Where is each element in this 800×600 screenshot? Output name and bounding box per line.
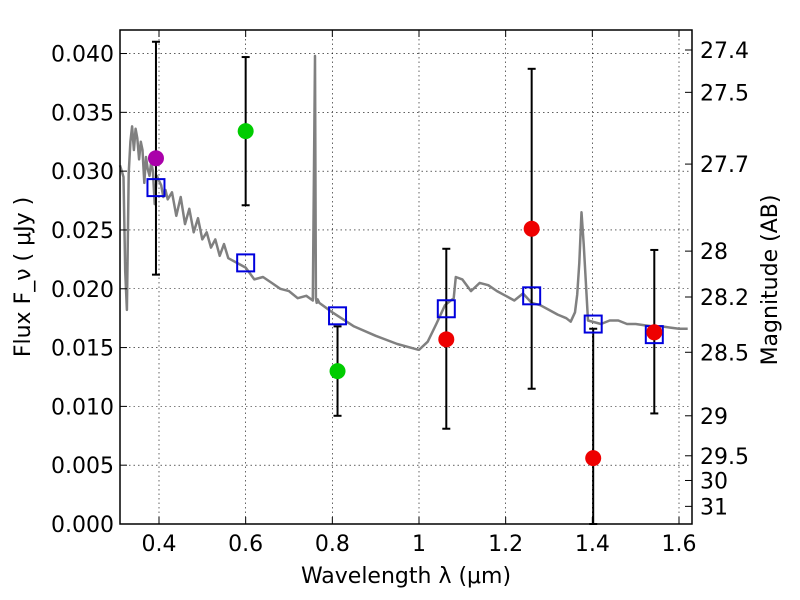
x-tick-label: 0.6 [228, 532, 263, 557]
observed-flux-marker [237, 123, 254, 140]
x-tick-label: 1.6 [662, 532, 697, 557]
right-tick-label: 27.4 [700, 39, 749, 64]
y-axis-title: Flux F_ν ( μJy ) [11, 197, 36, 357]
y-tick-label: 0.020 [51, 278, 114, 303]
x-tick-label: 0.8 [315, 532, 350, 557]
plot-frame [119, 29, 693, 525]
observed-flux-marker [438, 331, 455, 348]
y-tick-label: 0.000 [51, 513, 114, 538]
error-bars [151, 40, 659, 525]
right-tick-label: 28.2 [700, 286, 749, 311]
observed-flux-marker [147, 150, 164, 167]
right-tick-label: 30 [700, 469, 728, 494]
x-axis-title: Wavelength λ (μm) [301, 564, 511, 589]
model-photometry-marker [328, 306, 348, 326]
right-tick-label: 27.5 [700, 81, 749, 106]
y-tick-label: 0.005 [51, 454, 114, 479]
right-tick-label: 29 [700, 405, 728, 430]
observed-flux-marker [329, 363, 346, 380]
model-photometry-marker [436, 299, 456, 319]
observed-flux-marker [585, 450, 602, 467]
tick-labels: 0.4 0.6 0.8 1 1.2 1.4 1.6 0.000 0.005 0.010 0.015 0… [51, 39, 749, 557]
observed-flux-marker [523, 220, 540, 237]
right-tick-label: 28.5 [700, 341, 749, 366]
y-tick-label: 0.025 [51, 219, 114, 244]
right-axis-title: Magnitude (AB) [758, 195, 783, 366]
x-tick-label: 0.4 [142, 532, 177, 557]
y-tick-label: 0.030 [51, 160, 114, 185]
y-tick-label: 0.010 [51, 395, 114, 420]
observed-flux-marker [646, 324, 663, 341]
x-tick-label: 1.2 [488, 532, 523, 557]
template-spectrum-line [118, 54, 688, 352]
y-tick-label: 0.015 [51, 337, 114, 362]
model-photometry-marker [522, 286, 542, 306]
x-tick-label: 1 [412, 532, 426, 557]
template-spectrum [118, 54, 688, 352]
right-tick-label: 29.5 [700, 445, 749, 470]
model-photometry-marker [583, 314, 603, 334]
model-photometry-marker [236, 253, 256, 273]
y-tick-label: 0.035 [51, 101, 114, 126]
model-photometry-marker [146, 178, 166, 198]
grid-lines [120, 30, 692, 525]
y-tick-label: 0.040 [51, 43, 114, 68]
axis-ticks [120, 30, 692, 525]
x-tick-label: 1.4 [575, 532, 610, 557]
right-tick-label: 27.7 [700, 153, 749, 178]
right-tick-label: 28 [700, 240, 728, 265]
data-markers [146, 123, 664, 467]
right-tick-label: 31 [700, 495, 728, 520]
